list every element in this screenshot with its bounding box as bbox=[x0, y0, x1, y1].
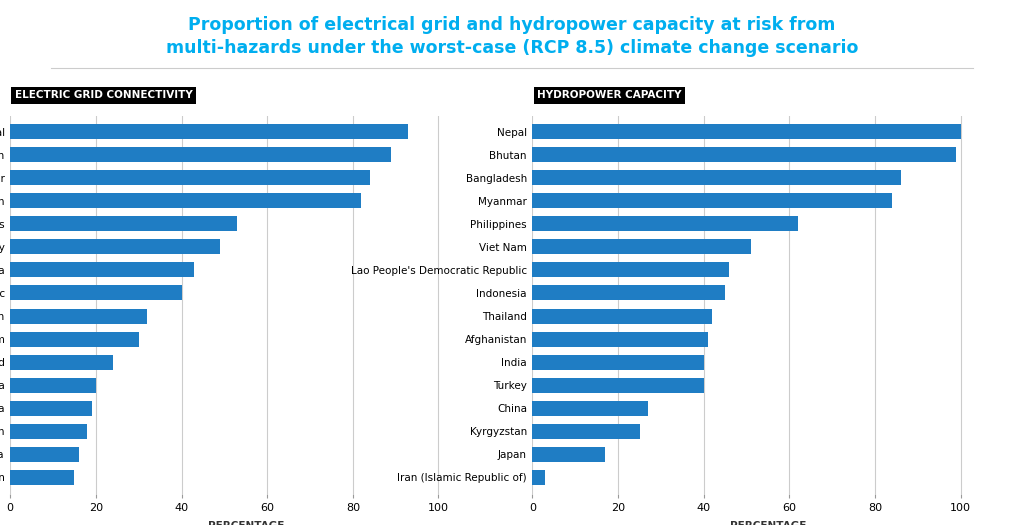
Bar bbox=[10, 309, 147, 323]
Text: Proportion of electrical grid and hydropower capacity at risk from
multi-hazards: Proportion of electrical grid and hydrop… bbox=[166, 16, 858, 57]
Bar bbox=[10, 193, 361, 208]
X-axis label: PERCENTAGE: PERCENTAGE bbox=[730, 521, 806, 525]
Bar bbox=[532, 216, 798, 232]
Bar bbox=[532, 193, 892, 208]
Bar bbox=[532, 170, 901, 185]
Bar bbox=[532, 124, 961, 139]
Bar bbox=[10, 262, 195, 277]
Bar bbox=[532, 262, 729, 277]
Bar bbox=[10, 332, 138, 346]
Bar bbox=[532, 447, 605, 462]
Bar bbox=[532, 309, 713, 323]
X-axis label: PERCENTAGE: PERCENTAGE bbox=[208, 521, 284, 525]
Bar bbox=[10, 216, 238, 232]
Bar bbox=[10, 377, 96, 393]
Bar bbox=[532, 377, 703, 393]
Bar bbox=[532, 424, 640, 439]
Bar bbox=[532, 147, 956, 162]
Bar bbox=[532, 286, 725, 300]
Bar bbox=[10, 447, 79, 462]
Bar bbox=[10, 239, 220, 255]
Bar bbox=[10, 124, 409, 139]
Bar bbox=[532, 470, 546, 485]
Bar bbox=[532, 239, 751, 255]
Bar bbox=[10, 470, 75, 485]
Text: HYDROPOWER CAPACITY: HYDROPOWER CAPACITY bbox=[538, 90, 682, 100]
Bar bbox=[10, 286, 181, 300]
Text: ELECTRIC GRID CONNECTIVITY: ELECTRIC GRID CONNECTIVITY bbox=[15, 90, 193, 100]
Bar bbox=[10, 401, 91, 416]
Bar bbox=[10, 147, 391, 162]
Bar bbox=[532, 354, 703, 370]
Bar bbox=[532, 332, 708, 346]
Bar bbox=[10, 170, 370, 185]
Bar bbox=[10, 424, 87, 439]
Bar bbox=[10, 354, 113, 370]
Bar bbox=[532, 401, 648, 416]
